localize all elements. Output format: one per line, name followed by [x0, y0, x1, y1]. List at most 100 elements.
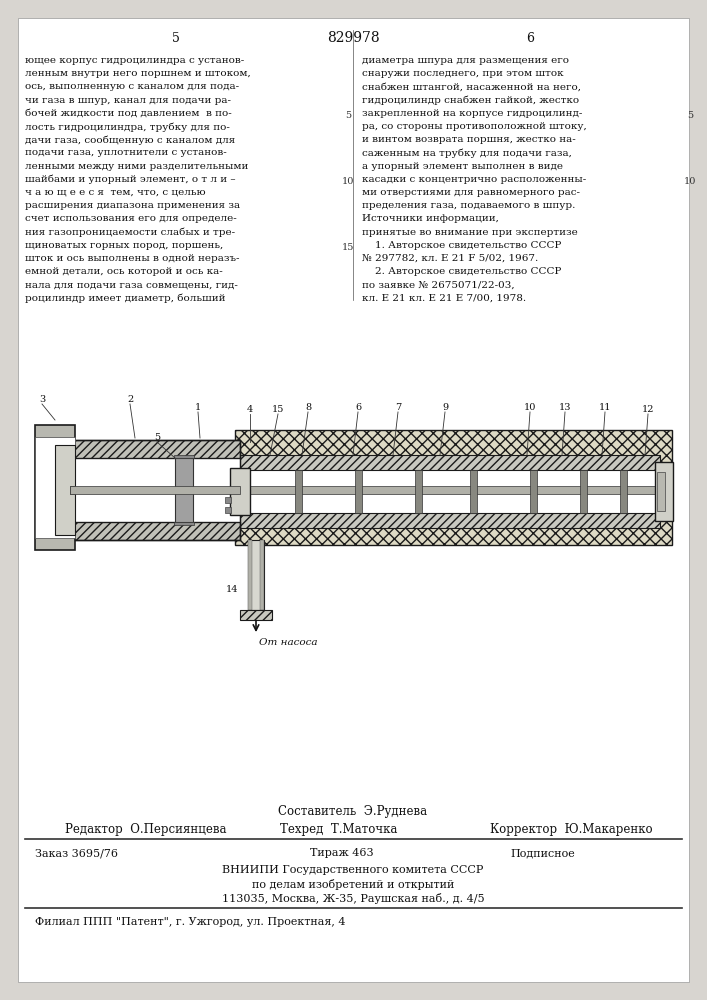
Text: ч а ю щ е е с я  тем, что, с целью: ч а ю щ е е с я тем, что, с целью: [25, 188, 206, 197]
Text: кл. E 21 кл. E 21 E 7/00, 1978.: кл. E 21 кл. E 21 E 7/00, 1978.: [362, 294, 526, 303]
Text: 6: 6: [526, 31, 534, 44]
Text: ленными между ними разделительными: ленными между ними разделительными: [25, 162, 248, 171]
Text: 2: 2: [127, 395, 133, 404]
Text: 12: 12: [642, 406, 654, 414]
Text: Корректор  Ю.Макаренко: Корректор Ю.Макаренко: [490, 822, 653, 836]
Text: 5: 5: [172, 31, 180, 44]
Bar: [415, 470, 422, 513]
Text: бочей жидкости под давлением  в по-: бочей жидкости под давлением в по-: [25, 109, 232, 118]
Text: Подписное: Подписное: [510, 848, 575, 858]
Text: 1: 1: [195, 403, 201, 412]
Bar: [70, 486, 75, 494]
Bar: [175, 458, 193, 522]
Bar: [70, 458, 240, 522]
Text: касадки с концентрично расположенны-: касадки с концентрично расположенны-: [362, 175, 586, 184]
Text: Филиал ППП "Патент", г. Ужгород, ул. Проектная, 4: Филиал ППП "Патент", г. Ужгород, ул. Про…: [35, 917, 346, 927]
Text: 3: 3: [39, 395, 45, 404]
Bar: [70, 522, 240, 540]
Text: 113035, Москва, Ж-35, Раушская наб., д. 4/5: 113035, Москва, Ж-35, Раушская наб., д. …: [222, 892, 484, 904]
Text: дачи газа, сообщенную с каналом для: дачи газа, сообщенную с каналом для: [25, 135, 235, 145]
Text: снаружи последнего, при этом шток: снаружи последнего, при этом шток: [362, 69, 563, 78]
Text: Редактор  О.Персиянцева: Редактор О.Персиянцева: [65, 822, 226, 836]
Bar: [225, 497, 231, 503]
Bar: [248, 540, 252, 610]
Bar: [55, 445, 75, 535]
Text: чи газа в шпур, канал для подачи ра-: чи газа в шпур, канал для подачи ра-: [25, 96, 231, 105]
Bar: [174, 455, 194, 458]
Bar: [70, 440, 240, 458]
Text: роцилиндр имеет диаметр, больший: роцилиндр имеет диаметр, больший: [25, 294, 226, 303]
Bar: [655, 462, 673, 521]
Text: ми отверстиями для равномерного рас-: ми отверстиями для равномерного рас-: [362, 188, 580, 197]
Text: 11: 11: [599, 403, 612, 412]
Bar: [657, 472, 665, 511]
Text: ра, со стороны противоположной штоку,: ра, со стороны противоположной штоку,: [362, 122, 587, 131]
Text: ВНИИПИ Государственного комитета СССР: ВНИИПИ Государственного комитета СССР: [222, 865, 484, 875]
Text: шайбами и упорный элемент, о т л и –: шайбами и упорный элемент, о т л и –: [25, 175, 235, 184]
Text: 13: 13: [559, 403, 571, 412]
Text: ния газопроницаемости слабых и тре-: ния газопроницаемости слабых и тре-: [25, 228, 235, 237]
Text: 5: 5: [687, 111, 693, 120]
Text: 4: 4: [247, 406, 253, 414]
Text: Заказ 3695/76: Заказ 3695/76: [35, 848, 118, 858]
Text: шток и ось выполнены в одной неразъ-: шток и ось выполнены в одной неразъ-: [25, 254, 240, 263]
Bar: [240, 513, 660, 528]
Bar: [470, 470, 477, 513]
Text: лость гидроцилиндра, трубку для по-: лость гидроцилиндра, трубку для по-: [25, 122, 230, 131]
Bar: [240, 470, 660, 513]
Text: по делам изобретений и открытий: по делам изобретений и открытий: [252, 879, 454, 890]
Bar: [248, 540, 264, 610]
Bar: [240, 610, 272, 620]
Text: ющее корпус гидроцилиндра с установ-: ющее корпус гидроцилиндра с установ-: [25, 56, 244, 65]
Text: ленным внутри него поршнем и штоком,: ленным внутри него поршнем и штоком,: [25, 69, 251, 78]
Bar: [260, 540, 264, 610]
Text: закрепленной на корпусе гидроцилинд-: закрепленной на корпусе гидроцилинд-: [362, 109, 583, 118]
Bar: [70, 486, 240, 494]
Bar: [35, 437, 75, 538]
Text: и винтом возврата поршня, жестко на-: и винтом возврата поршня, жестко на-: [362, 135, 575, 144]
Text: гидроцилиндр снабжен гайкой, жестко: гидроцилиндр снабжен гайкой, жестко: [362, 96, 579, 105]
Text: Источники информации,: Источники информации,: [362, 214, 499, 223]
Bar: [235, 430, 672, 545]
Text: пределения газа, подаваемого в шпур.: пределения газа, подаваемого в шпур.: [362, 201, 575, 210]
Text: 829978: 829978: [327, 31, 380, 45]
Bar: [230, 468, 250, 515]
Text: 14: 14: [226, 585, 238, 594]
Text: расширения диапазона применения за: расширения диапазона применения за: [25, 201, 240, 210]
Text: 7: 7: [395, 403, 401, 412]
Text: № 297782, кл. E 21 F 5/02, 1967.: № 297782, кл. E 21 F 5/02, 1967.: [362, 254, 538, 263]
Text: 1. Авторское свидетельство СССР: 1. Авторское свидетельство СССР: [362, 241, 561, 250]
Text: 6: 6: [355, 403, 361, 412]
Text: 5: 5: [345, 111, 351, 120]
Bar: [174, 522, 194, 525]
Text: Тираж 463: Тираж 463: [310, 848, 373, 858]
Text: Техред  Т.Маточка: Техред Т.Маточка: [280, 822, 397, 836]
Text: подачи газа, уплотнители с установ-: подачи газа, уплотнители с установ-: [25, 148, 227, 157]
Text: а упорный элемент выполнен в виде: а упорный элемент выполнен в виде: [362, 162, 563, 171]
Text: 10: 10: [684, 177, 696, 186]
Text: 8: 8: [305, 403, 311, 412]
Text: 10: 10: [341, 177, 354, 186]
Bar: [225, 507, 231, 513]
Text: емной детали, ось которой и ось ка-: емной детали, ось которой и ось ка-: [25, 267, 223, 276]
Text: 10: 10: [524, 403, 536, 412]
Text: Составитель  Э.Руднева: Составитель Э.Руднева: [279, 806, 428, 818]
Bar: [620, 470, 627, 513]
Text: принятые во внимание при экспертизе: принятые во внимание при экспертизе: [362, 228, 578, 237]
Bar: [580, 470, 587, 513]
Bar: [295, 470, 302, 513]
Bar: [240, 455, 660, 470]
Bar: [355, 470, 362, 513]
Text: нала для подачи газа совмещены, гид-: нала для подачи газа совмещены, гид-: [25, 280, 238, 289]
Text: диаметра шпура для размещения его: диаметра шпура для размещения его: [362, 56, 569, 65]
Text: 9: 9: [442, 403, 448, 412]
Text: ось, выполненную с каналом для пода-: ось, выполненную с каналом для пода-: [25, 82, 239, 91]
Text: 15: 15: [341, 243, 354, 252]
Text: снабжен штангой, насаженной на него,: снабжен штангой, насаженной на него,: [362, 82, 581, 91]
Bar: [70, 440, 240, 540]
Bar: [530, 470, 537, 513]
Text: саженным на трубку для подачи газа,: саженным на трубку для подачи газа,: [362, 148, 572, 158]
Text: 15: 15: [271, 406, 284, 414]
Text: От насоса: От насоса: [259, 638, 317, 647]
Bar: [35, 425, 75, 550]
